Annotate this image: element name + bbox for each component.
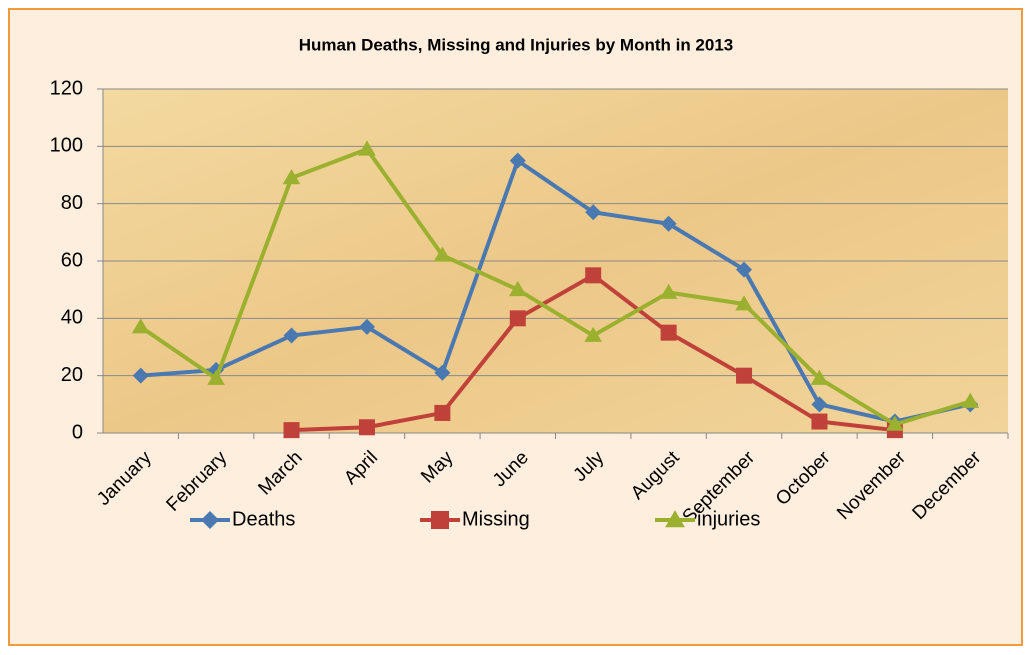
legend-label: Deaths (232, 508, 295, 530)
marker (283, 327, 300, 344)
legend-marker (201, 511, 219, 529)
marker (358, 140, 376, 156)
y-tick-label: 80 (61, 192, 83, 214)
marker (660, 324, 677, 341)
legend-marker (431, 511, 449, 529)
marker (811, 413, 828, 430)
marker (736, 367, 753, 384)
legend-label: Missing (462, 508, 530, 530)
y-tick-label: 20 (61, 364, 83, 386)
legend-label: injuries (697, 508, 760, 530)
marker (433, 246, 452, 262)
marker (811, 396, 828, 413)
marker (735, 295, 753, 311)
chart-title: Human Deaths, Missing and Injuries by Mo… (299, 35, 734, 54)
marker (584, 326, 603, 342)
y-tick-label: 40 (61, 307, 83, 329)
marker (358, 318, 375, 335)
marker (509, 310, 526, 327)
marker (434, 404, 451, 421)
marker (207, 369, 225, 385)
marker (283, 422, 300, 439)
marker (508, 280, 527, 297)
marker (132, 367, 149, 384)
marker (659, 283, 678, 299)
y-tick-label: 100 (50, 135, 83, 157)
marker (585, 267, 602, 284)
marker (660, 215, 677, 232)
marker (434, 364, 451, 381)
series-line (139, 147, 971, 427)
marker (736, 261, 753, 278)
marker (509, 152, 526, 169)
marker (810, 369, 829, 385)
series-line (140, 158, 971, 424)
marker (961, 392, 980, 408)
marker (585, 204, 602, 221)
y-tick-label: 60 (61, 249, 83, 271)
marker (358, 419, 375, 436)
marker (282, 169, 301, 185)
legend-marker (665, 510, 685, 528)
marker (131, 318, 150, 334)
y-tick-label: 120 (50, 77, 83, 99)
y-tick-label: 0 (72, 421, 83, 443)
marker (886, 415, 904, 431)
